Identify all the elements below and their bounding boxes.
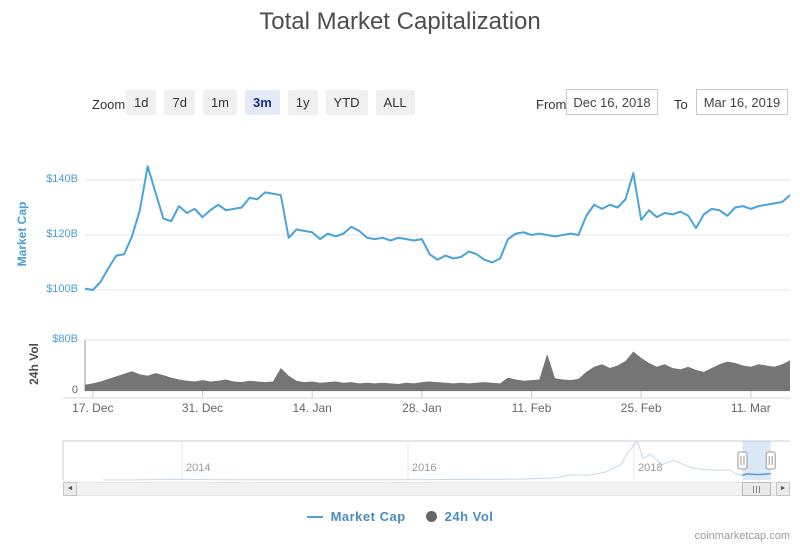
x-axis-label: 11. Feb [511, 401, 552, 415]
scrollbar-left-arrow-icon[interactable]: ◄ [63, 482, 77, 496]
zoom-button-3m[interactable]: 3m [245, 90, 280, 115]
legend: Market Cap 24h Vol [0, 509, 800, 524]
zoom-button-7d[interactable]: 7d [164, 90, 195, 115]
market-cap-y-axis-label: $100B [46, 283, 78, 295]
navigator-year-label: 2018 [638, 462, 663, 474]
legend-circle-icon [425, 511, 437, 522]
to-label: To [674, 97, 688, 112]
x-axis-label: 17. Dec [72, 401, 114, 415]
x-axis-label: 28. Jan [402, 401, 442, 415]
legend-item-24h-vol[interactable]: 24h Vol [425, 509, 494, 524]
x-axis-label: 31. Dec [181, 401, 224, 415]
zoom-buttons: 1d 7d 1m 3m 1y YTD ALL [126, 90, 415, 115]
navigator-right-handle[interactable] [765, 451, 776, 470]
volume-area-series[interactable] [85, 351, 790, 391]
scrollbar-right-arrow-icon[interactable]: ► [776, 482, 790, 496]
scrollbar-thumb[interactable] [742, 482, 771, 496]
market-cap-y-axis-label: $140B [46, 173, 78, 185]
navigator-series-selected [742, 472, 771, 477]
x-axis-label: 14. Jan [292, 401, 332, 415]
scrollbar-track[interactable] [63, 482, 790, 496]
from-label: From [536, 97, 567, 112]
page-title: Total Market Capitalization [259, 8, 541, 35]
x-axis-label: 25. Feb [620, 401, 662, 415]
zoom-button-1d[interactable]: 1d [126, 90, 157, 115]
volume-y-axis-label: $80B [52, 333, 78, 345]
market-cap-line-series[interactable] [84, 165, 791, 291]
volume-y-axis-label: 0 [71, 384, 78, 396]
navigator-left-handle[interactable] [737, 451, 748, 470]
navigator-year-label: 2014 [186, 462, 211, 474]
zoom-button-all[interactable]: ALL [375, 90, 415, 115]
watermark: coinmarketcap.com [694, 530, 790, 542]
legend-label: Market Cap [330, 509, 406, 524]
x-axis-label: 11. Mar [730, 401, 771, 415]
from-date-input[interactable] [566, 89, 658, 115]
legend-label: 24h Vol [444, 509, 494, 524]
to-date-input[interactable] [696, 89, 788, 115]
zoom-button-ytd[interactable]: YTD [325, 90, 368, 115]
navigator-year-label: 2016 [412, 462, 437, 474]
zoom-label: Zoom [92, 97, 126, 112]
market-cap-y-axis-label: $120B [46, 228, 78, 240]
legend-item-market-cap[interactable]: Market Cap [306, 509, 406, 524]
legend-line-icon [306, 515, 323, 518]
zoom-button-1m[interactable]: 1m [202, 90, 237, 115]
navigator-series-dim [102, 439, 771, 481]
zoom-button-1y[interactable]: 1y [287, 90, 318, 115]
